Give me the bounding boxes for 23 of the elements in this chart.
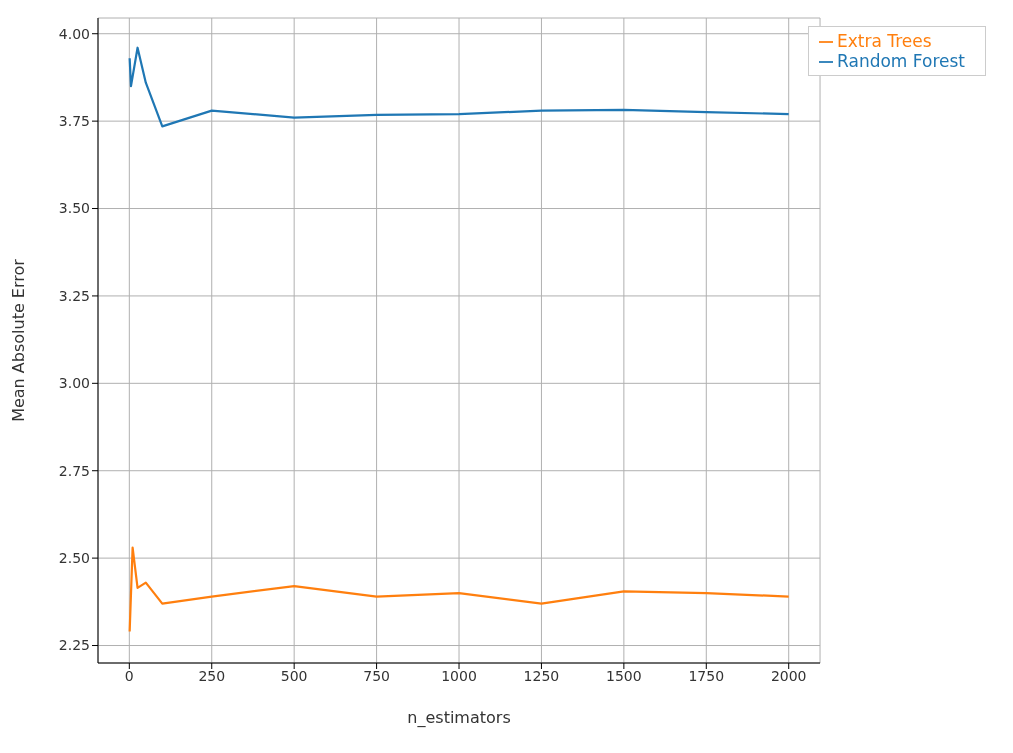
y-tick-label: 3.00 bbox=[58, 375, 90, 392]
x-tick-label: 1500 bbox=[606, 667, 642, 684]
line-series bbox=[128, 546, 790, 633]
x-axis-title: n_estimators bbox=[407, 708, 511, 728]
legend-label: Random Forest bbox=[837, 51, 965, 71]
x-tick-label: 1750 bbox=[688, 667, 725, 684]
y-tick-label: 3.25 bbox=[58, 287, 90, 304]
x-tick-label: 250 bbox=[198, 667, 226, 684]
y-tick-label: 2.25 bbox=[58, 637, 90, 654]
x-tick-label: 750 bbox=[363, 667, 390, 684]
y-tick-label: 4.00 bbox=[58, 25, 90, 42]
legend-label: Extra Trees bbox=[837, 31, 932, 51]
y-tick-label: 3.50 bbox=[58, 200, 90, 217]
x-tick-label: 1000 bbox=[441, 667, 477, 684]
x-tick-label: 0 bbox=[124, 667, 134, 684]
x-tick-label: 500 bbox=[280, 667, 308, 684]
line-series bbox=[128, 46, 790, 128]
y-tick-label: 3.75 bbox=[58, 113, 90, 130]
x-tick-label: 1250 bbox=[523, 667, 560, 684]
y-tick-label: 2.75 bbox=[58, 462, 90, 479]
x-tick-label: 2000 bbox=[770, 667, 807, 684]
y-axis-title: Mean Absolute Error bbox=[8, 258, 28, 422]
y-tick-label: 2.50 bbox=[58, 550, 90, 567]
